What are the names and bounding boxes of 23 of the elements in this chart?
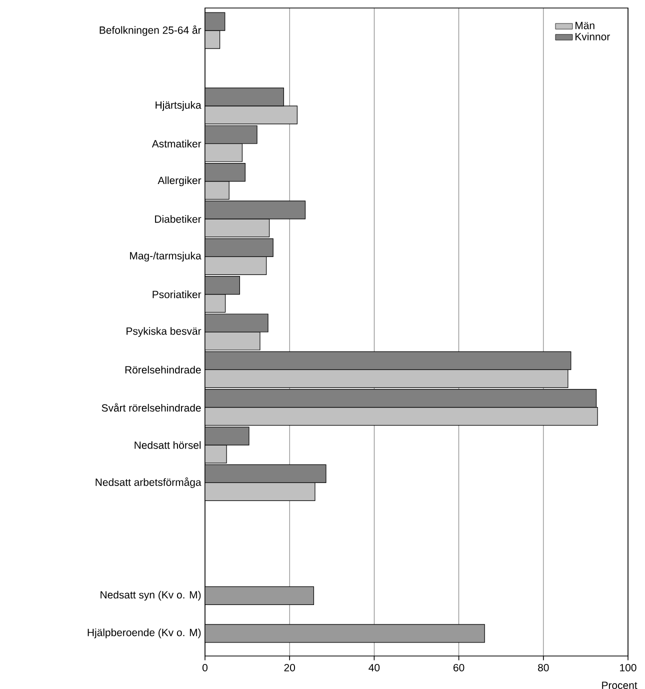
x-tick-label: 40 [368, 664, 380, 672]
y-tick-label: Hjärtsjuka [156, 101, 202, 111]
y-tick-label: Psoriatiker [152, 290, 202, 298]
y-tick-label: Befolkningen 25-64 år [100, 25, 202, 36]
x-axis-title: Procent [602, 682, 638, 689]
y-tick-label: Allergiker [158, 176, 202, 186]
x-tick-label: 80 [538, 664, 549, 672]
x-tick-label: 0 [202, 664, 208, 672]
legend-label: Män [576, 22, 594, 30]
y-tick-label: Mag-/tarmsjuka [130, 252, 202, 262]
legend-label: Kvinnor [576, 32, 610, 40]
y-tick-label: Nedsatt syn (Kv o. M) [100, 590, 201, 601]
x-tick-label: 60 [454, 664, 464, 672]
x-tick-label: 20 [284, 664, 296, 672]
y-tick-label: Diabetiker [155, 215, 202, 223]
y-tick-label: Rörelsehindrade [125, 366, 201, 374]
y-tick-label: Nedsatt hörsel [134, 441, 201, 449]
y-tick-label: Nedsatt arbetsförmåga [96, 477, 202, 488]
x-tick-label: 100 [620, 664, 636, 672]
y-tick-label: Astmatiker [152, 140, 202, 148]
y-tick-label: Hjälpberoende (Kv o. M) [88, 628, 201, 638]
y-tick-label: Psykiska besvär [126, 327, 202, 337]
y-tick-label: Svårt rörelsehindrade [102, 403, 201, 412]
